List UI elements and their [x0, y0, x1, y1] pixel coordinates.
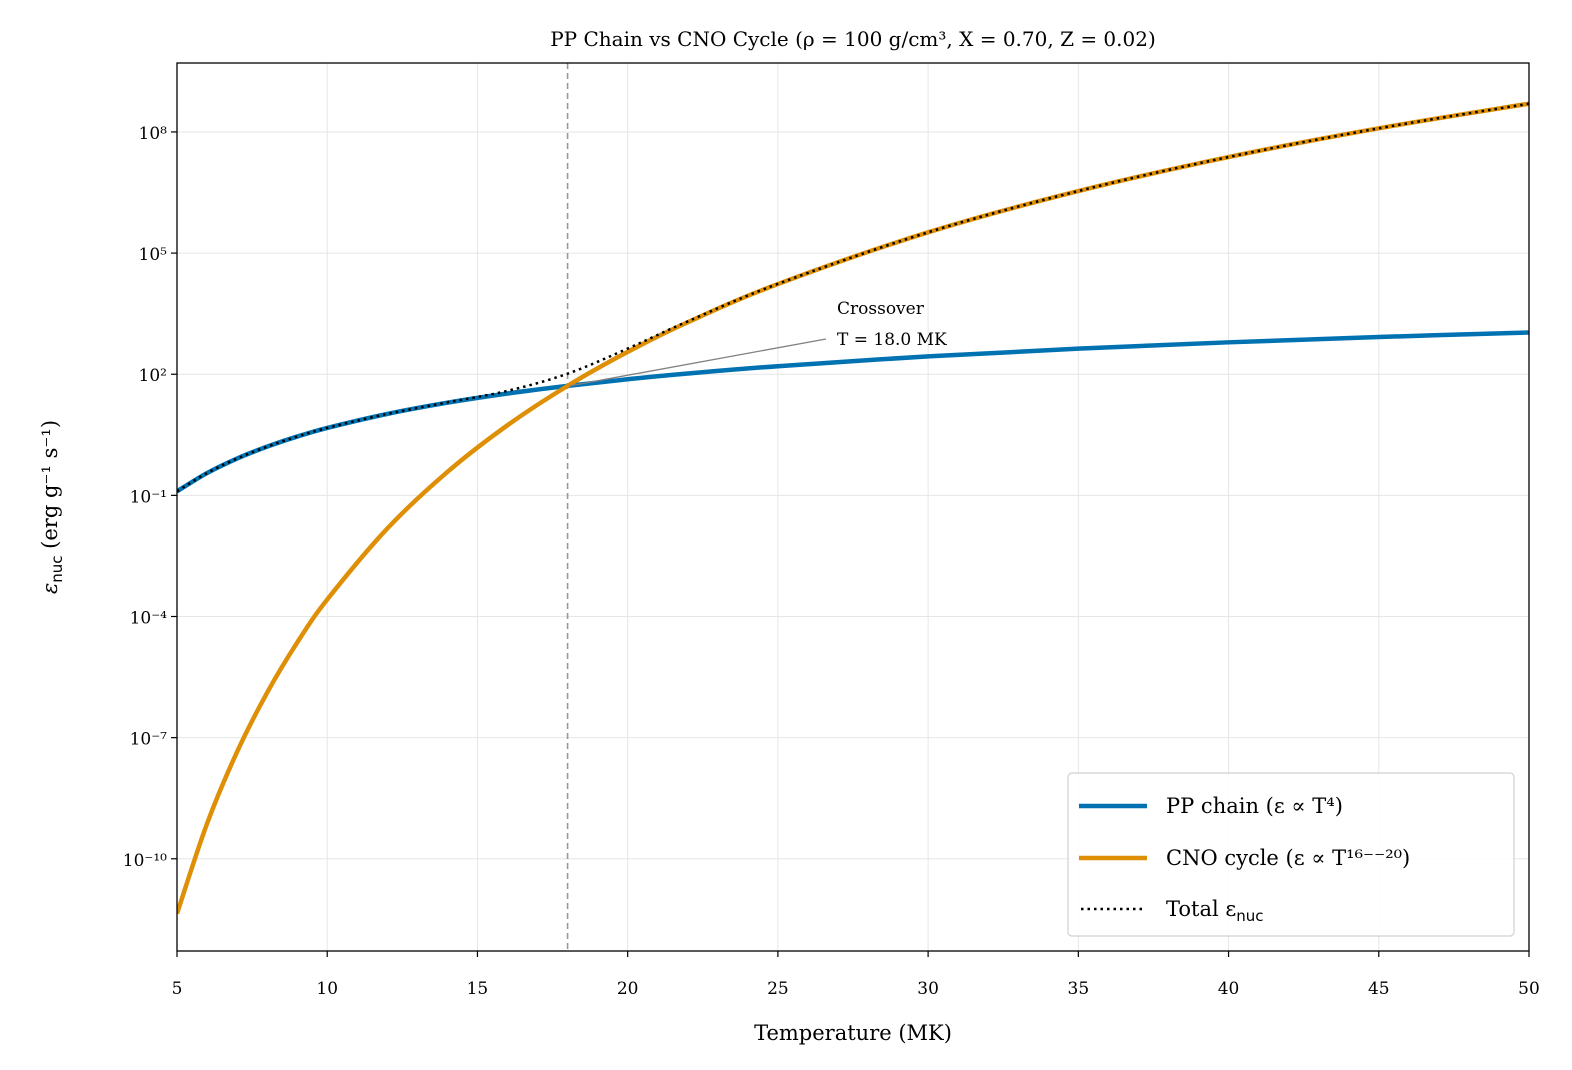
y-tick-label: 10⁻¹⁰ — [123, 851, 167, 871]
x-tick-label: 25 — [767, 979, 789, 999]
y-axis-label: εnuc (erg g⁻¹ s⁻¹) — [38, 420, 66, 594]
y-tick-label: 10⁻⁷ — [130, 730, 168, 750]
annotation-line2: T = 18.0 MK — [837, 330, 947, 350]
legend-label-pp: PP chain (ε ∝ T⁴) — [1166, 794, 1343, 818]
y-tick-label: 10⁵ — [139, 245, 168, 265]
x-tick-label: 50 — [1518, 979, 1540, 999]
annotation-line1: Crossover — [837, 299, 925, 319]
y-axis: 10⁸ 10⁵ 10² 10⁻¹ 10⁻⁴ 10⁻⁷ 10⁻¹⁰ — [123, 124, 177, 871]
pp-chain-line — [177, 330, 1529, 494]
x-tick-label: 30 — [917, 979, 939, 999]
y-tick-label: 10⁻⁴ — [130, 608, 168, 628]
x-tick-label: 35 — [1068, 979, 1090, 999]
chart-title: PP Chain vs CNO Cycle (ρ = 100 g/cm³, X … — [550, 27, 1156, 51]
grid — [176, 63, 1530, 951]
x-tick-label: 45 — [1368, 979, 1390, 999]
y-tick-label: 10² — [139, 366, 167, 386]
x-axis-label: Temperature (MK) — [754, 1021, 952, 1045]
annotation: Crossover T = 18.0 MK — [569, 299, 947, 387]
legend-label-total: Total εnuc — [1166, 897, 1264, 925]
y-label-rest: (erg g⁻¹ s⁻¹) — [38, 420, 62, 556]
legend: PP chain (ε ∝ T⁴) CNO cycle (ε ∝ T¹⁶⁻⁻²⁰… — [1067, 772, 1515, 937]
legend-total-sub: nuc — [1236, 907, 1263, 925]
series-group — [177, 101, 1529, 915]
x-tick-label: 5 — [172, 979, 183, 999]
x-tick-label: 40 — [1218, 979, 1240, 999]
total-line — [177, 102, 1529, 493]
x-axis: 5 10 15 20 25 30 35 40 45 50 — [172, 951, 1540, 999]
plot-frame — [176, 62, 1530, 952]
y-tick-label: 10⁻¹ — [130, 487, 167, 507]
legend-box — [1067, 772, 1515, 937]
annotation-arrow — [569, 338, 827, 387]
x-tick-label: 20 — [617, 979, 639, 999]
y-tick-label: 10⁸ — [139, 124, 168, 144]
cno-cycle-line — [177, 101, 1529, 915]
y-label-sub: nuc — [48, 556, 66, 583]
legend-label-cno: CNO cycle (ε ∝ T¹⁶⁻⁻²⁰) — [1166, 846, 1410, 870]
legend-total-main: Total ε — [1166, 897, 1236, 921]
y-label-symbol: ε — [38, 583, 62, 594]
x-tick-label: 10 — [316, 979, 338, 999]
x-tick-label: 15 — [467, 979, 489, 999]
